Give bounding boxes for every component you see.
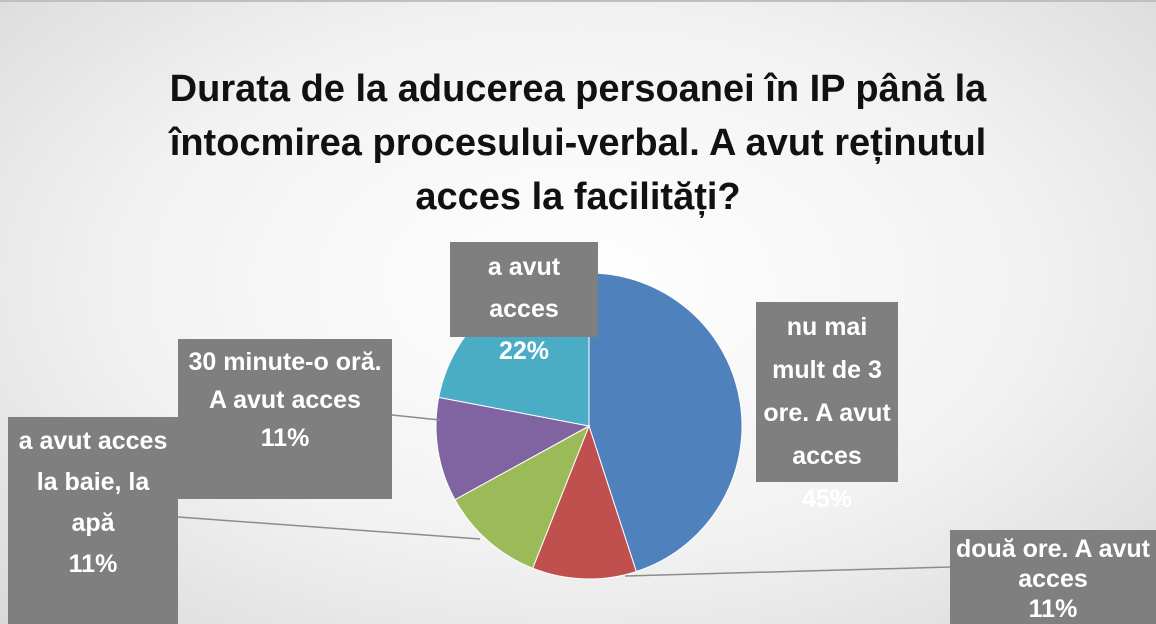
leader-line xyxy=(624,566,951,577)
data-label: a avut acces 22% xyxy=(450,242,598,365)
value-label: 45% xyxy=(801,485,853,513)
category-label: două ore. A avut acces xyxy=(955,535,1150,593)
value-label: 11% xyxy=(260,424,310,452)
data-label: două ore. A avut acces 11% xyxy=(950,530,1156,624)
value-label: 11% xyxy=(68,550,118,578)
category-label: a avut acces la baie, la apă xyxy=(18,427,168,537)
leader-line xyxy=(391,414,441,421)
pie-slice xyxy=(435,396,591,501)
chart-title: Durata de la aducerea persoanei în IP pâ… xyxy=(169,68,987,218)
category-label: 30 minute-o oră. A avut acces xyxy=(188,348,382,414)
category-label: nu mai mult de 3 ore. A avut acces xyxy=(763,313,891,470)
leader-line xyxy=(177,516,481,540)
leader-lines xyxy=(177,271,951,577)
value-label: 11% xyxy=(1028,595,1078,623)
pie-slice xyxy=(532,424,637,580)
category-label: a avut acces xyxy=(487,253,561,323)
pie xyxy=(435,272,743,580)
value-label: 22% xyxy=(498,337,550,365)
data-label: a avut acces la baie, la apă 11% xyxy=(8,417,178,624)
data-label: nu mai mult de 3 ore. A avut acces 45% xyxy=(756,302,898,513)
pie-slice xyxy=(588,272,743,573)
data-label: 30 minute-o oră. A avut acces 11% xyxy=(178,339,392,499)
pie-slice xyxy=(454,424,590,569)
